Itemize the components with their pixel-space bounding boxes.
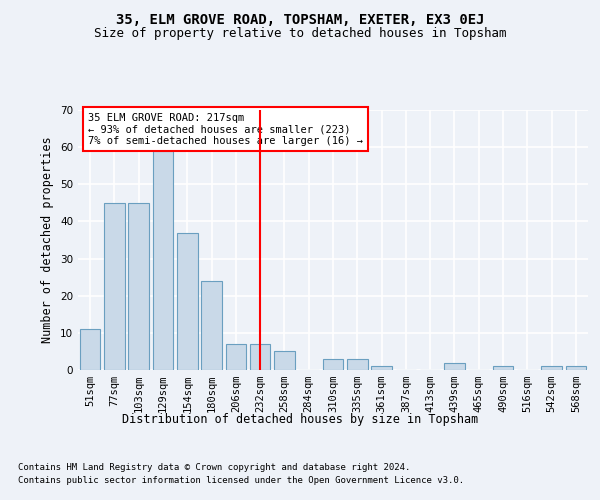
Bar — [347, 359, 368, 370]
Bar — [493, 366, 514, 370]
Bar — [323, 359, 343, 370]
Bar — [371, 366, 392, 370]
Bar — [444, 362, 465, 370]
Bar — [152, 151, 173, 370]
Bar — [128, 203, 149, 370]
Bar — [80, 329, 100, 370]
Text: Size of property relative to detached houses in Topsham: Size of property relative to detached ho… — [94, 28, 506, 40]
Text: Distribution of detached houses by size in Topsham: Distribution of detached houses by size … — [122, 412, 478, 426]
Bar — [250, 344, 271, 370]
Bar — [274, 352, 295, 370]
Bar — [541, 366, 562, 370]
Text: 35 ELM GROVE ROAD: 217sqm
← 93% of detached houses are smaller (223)
7% of semi-: 35 ELM GROVE ROAD: 217sqm ← 93% of detac… — [88, 112, 363, 146]
Y-axis label: Number of detached properties: Number of detached properties — [41, 136, 55, 344]
Text: 35, ELM GROVE ROAD, TOPSHAM, EXETER, EX3 0EJ: 35, ELM GROVE ROAD, TOPSHAM, EXETER, EX3… — [116, 12, 484, 26]
Bar — [201, 281, 222, 370]
Bar — [226, 344, 246, 370]
Text: Contains HM Land Registry data © Crown copyright and database right 2024.: Contains HM Land Registry data © Crown c… — [18, 462, 410, 471]
Bar — [566, 366, 586, 370]
Bar — [177, 232, 197, 370]
Text: Contains public sector information licensed under the Open Government Licence v3: Contains public sector information licen… — [18, 476, 464, 485]
Bar — [104, 203, 125, 370]
